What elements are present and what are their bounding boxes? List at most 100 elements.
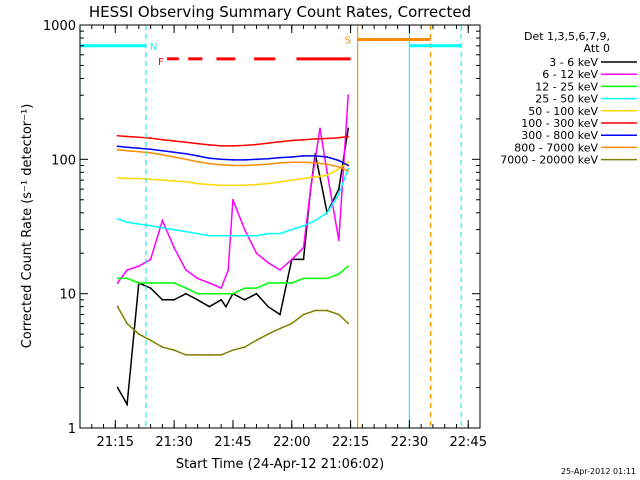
data-point-300-800-kev xyxy=(208,157,211,160)
data-point-3-6-kev xyxy=(337,188,340,191)
legend-label-800-7000-kev: 800 - 7000 keV xyxy=(514,141,598,154)
data-point-300-800-kev xyxy=(337,159,340,162)
data-point-25-50-kev xyxy=(208,234,211,237)
x-tick-label: 22:30 xyxy=(391,435,428,450)
data-point-6-12-kev xyxy=(137,265,140,268)
data-point-7000-20000-kev xyxy=(243,346,246,349)
data-point-7000-20000-kev xyxy=(184,354,187,356)
data-point-12-25-kev xyxy=(232,292,234,295)
data-point-25-50-kev xyxy=(326,211,328,214)
data-point-50-100-kev xyxy=(149,178,152,181)
data-point-100-300-kev xyxy=(184,141,187,144)
data-point-300-800-kev xyxy=(196,155,199,157)
data-point-100-300-kev xyxy=(196,142,199,145)
legend-label-300-800-kev: 300 - 800 keV xyxy=(521,129,598,142)
y-tick-label: 1000 xyxy=(43,19,76,34)
y-tick-label: 1 xyxy=(68,422,76,437)
data-point-300-800-kev xyxy=(302,155,305,157)
data-point-300-800-kev xyxy=(126,146,128,149)
data-point-3-6-kev xyxy=(220,298,223,301)
legend-header: Det 1,3,5,6,7,9, xyxy=(524,30,610,43)
data-point-12-25-kev xyxy=(302,277,305,280)
data-point-7000-20000-kev xyxy=(173,349,176,352)
data-point-800-7000-kev xyxy=(326,163,328,166)
data-point-6-12-kev xyxy=(347,94,350,97)
data-point-3-6-kev xyxy=(347,127,350,130)
data-point-50-100-kev xyxy=(196,182,199,185)
data-point-12-25-kev xyxy=(161,282,164,284)
data-point-7000-20000-kev xyxy=(302,313,305,316)
data-point-800-7000-kev xyxy=(126,149,128,152)
x-axis-ticks: 21:15 21:30 21:45 22:00 22:15 22:30 22:45 xyxy=(79,25,487,450)
data-point-300-800-kev xyxy=(149,148,152,151)
data-point-12-25-kev xyxy=(184,287,187,290)
data-point-6-12-kev xyxy=(220,287,223,290)
y-tick-label: 10 xyxy=(59,288,76,303)
data-point-6-12-kev xyxy=(267,261,270,264)
legend-label-100-300-kev: 100 - 300 keV xyxy=(521,117,598,130)
data-point-800-7000-kev xyxy=(279,162,281,164)
data-point-50-100-kev xyxy=(347,161,350,164)
series-line-6-12-kev xyxy=(116,95,349,290)
data-point-6-12-kev xyxy=(232,198,234,201)
data-point-6-12-kev xyxy=(302,246,305,249)
data-point-50-100-kev xyxy=(267,182,270,185)
data-point-300-800-kev xyxy=(137,147,140,150)
data-point-25-50-kev xyxy=(116,218,119,220)
data-point-7000-20000-kev xyxy=(161,346,164,349)
data-point-50-100-kev xyxy=(326,174,328,177)
data-point-300-800-kev xyxy=(116,145,119,148)
data-point-12-25-kev xyxy=(126,277,128,280)
data-point-7000-20000-kev xyxy=(267,333,270,336)
data-point-3-6-kev xyxy=(255,292,258,295)
data-point-6-12-kev xyxy=(309,188,312,191)
data-point-50-100-kev xyxy=(232,184,234,187)
data-point-100-300-kev xyxy=(255,143,258,146)
data-point-6-12-kev xyxy=(279,269,281,271)
data-point-50-100-kev xyxy=(314,175,317,178)
data-point-100-300-kev xyxy=(267,142,270,145)
data-point-300-800-kev xyxy=(347,164,350,167)
data-point-3-6-kev xyxy=(302,258,305,261)
data-point-100-300-kev xyxy=(243,144,246,147)
data-point-12-25-kev xyxy=(337,273,340,275)
data-point-3-6-kev xyxy=(224,305,227,308)
data-point-6-12-kev xyxy=(184,269,187,271)
legend-label-50-100-kev: 50 - 100 keV xyxy=(528,105,598,118)
legend-label-25-50-kev: 25 - 50 keV xyxy=(535,93,598,106)
data-point-25-50-kev xyxy=(126,221,128,224)
legend-label-7000-20000-kev: 7000 - 20000 keV xyxy=(500,154,598,167)
data-point-3-6-kev xyxy=(267,305,270,308)
data-point-6-12-kev xyxy=(149,258,152,261)
legend-label-12-25-kev: 12 - 25 keV xyxy=(535,80,598,93)
data-point-7000-20000-kev xyxy=(279,327,281,330)
data-point-12-25-kev xyxy=(196,292,199,295)
data-point-100-300-kev xyxy=(232,144,234,147)
data-point-6-12-kev xyxy=(290,258,293,261)
data-point-6-12-kev xyxy=(126,269,128,271)
data-point-7000-20000-kev xyxy=(137,333,140,336)
data-point-12-25-kev xyxy=(116,277,119,280)
data-point-800-7000-kev xyxy=(149,151,152,154)
data-point-6-12-kev xyxy=(227,269,230,271)
series-line-100-300-kev xyxy=(117,134,349,147)
y-tick-label: 100 xyxy=(51,153,76,168)
data-point-6-12-kev xyxy=(208,282,211,284)
data-point-25-50-kev xyxy=(255,234,258,237)
x-axis-label: Start Time (24-Apr-12 21:06:02) xyxy=(176,457,384,472)
data-point-300-800-kev xyxy=(161,149,164,152)
data-point-300-800-kev xyxy=(326,156,328,158)
data-point-7000-20000-kev xyxy=(347,322,350,325)
data-point-25-50-kev xyxy=(279,232,281,235)
data-point-300-800-kev xyxy=(267,157,270,160)
data-point-25-50-kev xyxy=(137,223,140,225)
data-point-7000-20000-kev xyxy=(149,339,152,342)
data-point-7000-20000-kev xyxy=(337,313,340,316)
data-point-100-300-kev xyxy=(137,136,140,139)
x-tick-label: 22:00 xyxy=(273,435,310,450)
data-point-800-7000-kev xyxy=(161,153,164,156)
data-point-100-300-kev xyxy=(161,138,164,141)
data-point-3-6-kev xyxy=(173,298,176,301)
data-point-800-7000-kev xyxy=(220,163,223,166)
overlay-layer: F S N xyxy=(79,25,462,428)
